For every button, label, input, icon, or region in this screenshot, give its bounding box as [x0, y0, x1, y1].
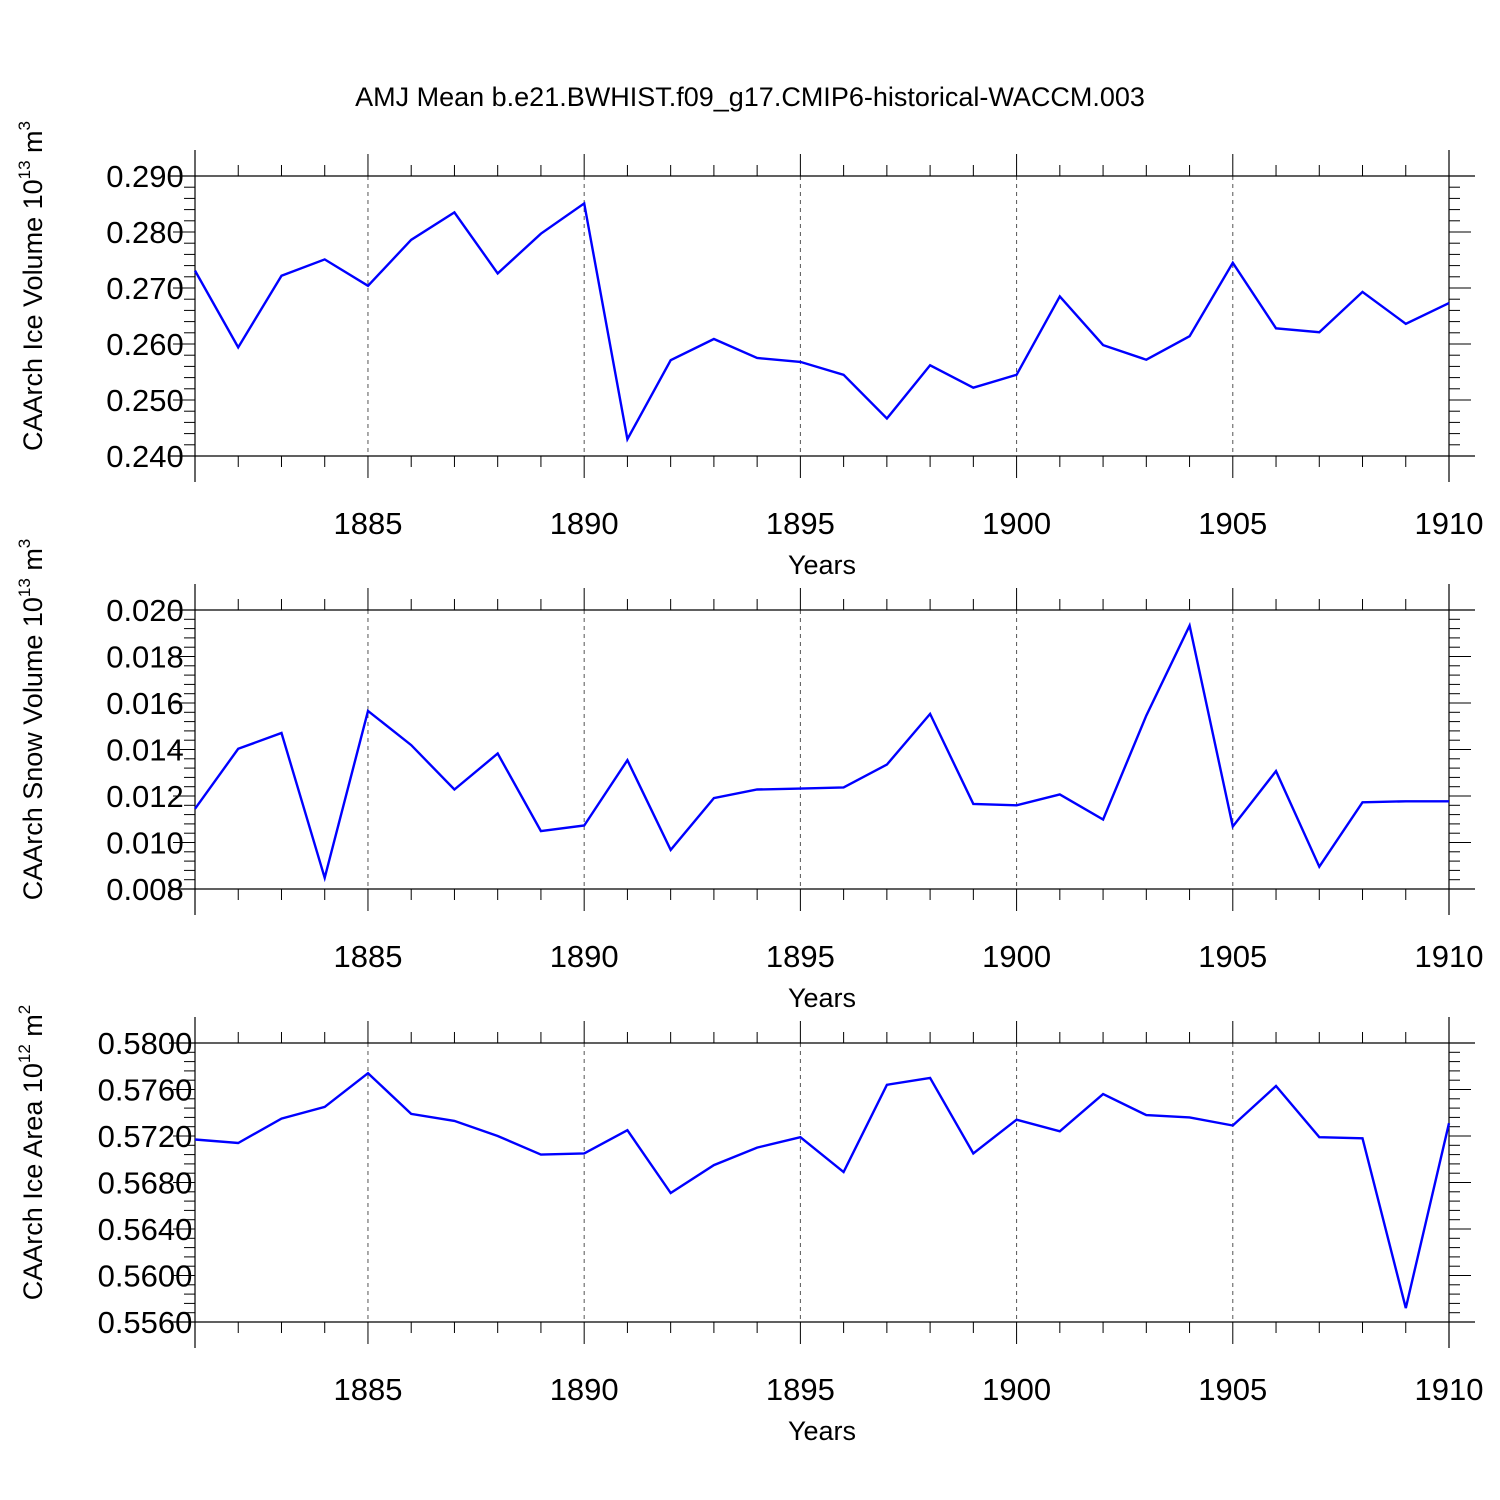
x-tick-label: 1900: [982, 1372, 1051, 1407]
panel-ice-area: 0.5560 0.5600 0.5640 0.5680 0.5720 0.5760 0.58…: [15, 1005, 1483, 1446]
x-tick-label: 1910: [1415, 1372, 1484, 1407]
x-tick-label: 1895: [766, 1372, 835, 1407]
x-tick-label: 1910: [1415, 506, 1484, 541]
y-tick-label: 0.5800: [98, 1026, 193, 1061]
x-tick-label: 1890: [550, 939, 619, 974]
series-line: [194, 1071, 1451, 1309]
x-tick-label: 1905: [1198, 506, 1267, 541]
y-tick-label: 0.260: [106, 327, 184, 362]
y-tick-label: 0.270: [106, 271, 184, 306]
y-tick-label: 0.020: [106, 593, 184, 628]
x-tick-label: 1890: [550, 506, 619, 541]
y-tick-label: 0.018: [106, 640, 184, 675]
x-tick-label: 1885: [333, 1372, 402, 1407]
series-line: [193, 201, 1450, 443]
x-tick-label: 1895: [766, 939, 835, 974]
y-axis-label: CAArch Ice Volume 1013 m3: [15, 121, 48, 451]
y-tick-label: 0.008: [106, 872, 184, 907]
y-axis-label: CAArch Snow Volume 1013 m3: [15, 539, 48, 901]
x-tick-label: 1885: [333, 939, 402, 974]
y-tick-label: 0.5680: [98, 1166, 193, 1201]
x-tick-label: 1905: [1198, 939, 1267, 974]
y-tick-label: 0.012: [106, 779, 184, 814]
y-tick-label: 0.280: [106, 215, 184, 250]
y-tick-label: 0.250: [106, 383, 184, 418]
y-tick-label: 0.014: [106, 733, 184, 768]
x-tick-label: 1885: [333, 506, 402, 541]
y-tick-label: 0.010: [106, 826, 184, 861]
y-tick-label: 0.240: [106, 439, 184, 474]
series-line: [194, 621, 1449, 883]
figure-title: AMJ Mean b.e21.BWHIST.f09_g17.CMIP6-hist…: [355, 82, 1145, 112]
x-tick-label: 1895: [766, 506, 835, 541]
x-tick-label: 1910: [1415, 939, 1484, 974]
x-tick-label: 1900: [982, 939, 1051, 974]
y-tick-label: 0.5600: [98, 1259, 193, 1294]
y-tick-label: 0.5720: [98, 1119, 193, 1154]
x-axis-label: Years: [788, 550, 856, 580]
y-tick-label: 0.290: [106, 159, 184, 194]
panel-ice-volume: 0.240 0.250 0.260 0.270 0.280 0.290 1885 1890 18…: [15, 121, 1483, 580]
x-tick-label: 1905: [1198, 1372, 1267, 1407]
x-tick-label: 1900: [982, 506, 1051, 541]
panel-snow-volume: 0.008 0.010 0.012 0.014 0.016 0.018 0.020 1885 1…: [15, 539, 1483, 1013]
y-tick-label: 0.5760: [98, 1073, 193, 1108]
y-tick-label: 0.5640: [98, 1212, 193, 1247]
y-tick-label: 0.5560: [98, 1305, 193, 1340]
x-tick-label: 1890: [550, 1372, 619, 1407]
x-axis-label: Years: [788, 983, 856, 1013]
y-tick-label: 0.016: [106, 686, 184, 721]
x-axis-label: Years: [788, 1416, 856, 1446]
y-axis-label: CAArch Ice Area 1012 m2: [15, 1005, 48, 1301]
